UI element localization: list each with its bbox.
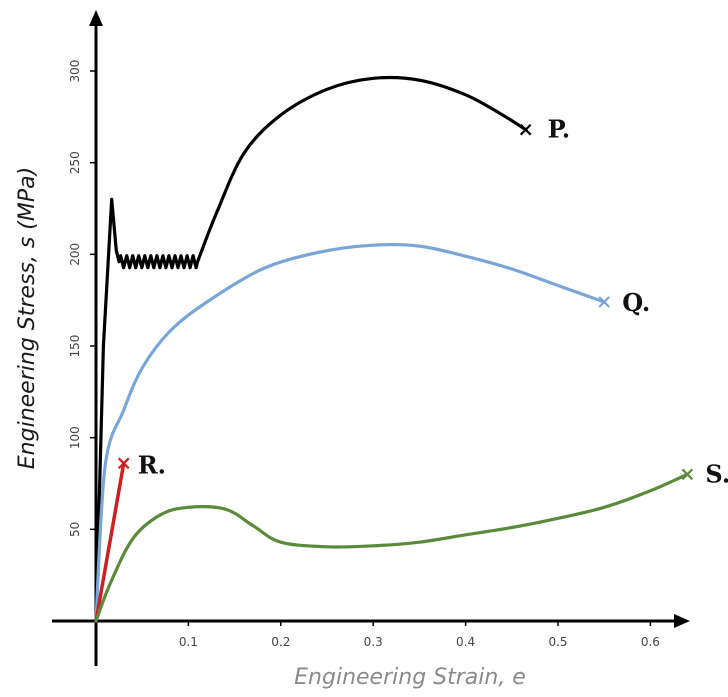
y-tick-label: 100: [68, 426, 82, 449]
x-tick-label: 0.3: [364, 635, 383, 649]
x-tick-label: 0.5: [548, 635, 567, 649]
y-tick-label: 200: [68, 243, 82, 266]
x-axis-arrow: [674, 614, 690, 628]
curve-s-fracture-marker: [681, 468, 694, 481]
curve-r-label: R.: [138, 450, 166, 479]
curve-q-label: Q.: [622, 288, 650, 317]
ticks: 0.1 0.2 0.3 0.4 0.5 0.6 50 100 150 200 250 300: [68, 60, 660, 649]
y-axis-arrow: [89, 10, 103, 26]
curves: [94, 75, 689, 623]
y-tick-label: 250: [68, 151, 82, 174]
x-tick-label: 0.6: [641, 635, 660, 649]
y-tick-label: 150: [68, 335, 82, 358]
curve-labels: P. Q. R. S.: [138, 115, 728, 489]
y-tick-label: 50: [68, 522, 82, 537]
x-tick-label: 0.1: [179, 635, 198, 649]
curve-r-line: [94, 461, 126, 623]
curve-p-line: [94, 75, 528, 623]
curve-r-fracture-marker: [117, 457, 130, 470]
fracture-markers: [117, 123, 694, 481]
axes: [52, 10, 690, 666]
y-tick-label: 300: [68, 60, 82, 83]
curve-q-fracture-marker: [598, 296, 610, 308]
curve-s-label: S.: [705, 459, 728, 488]
x-tick-label: 0.2: [271, 635, 290, 649]
curve-q-line: [94, 242, 606, 623]
x-axis-title: Engineering Strain, e: [294, 665, 526, 690]
curve-p-fracture-marker: [519, 123, 532, 136]
curve-p-label: P.: [548, 115, 570, 144]
y-axis-title: Engineering Stress, s (MPa): [15, 167, 40, 469]
x-tick-label: 0.4: [456, 635, 475, 649]
curve-s-line: [94, 472, 689, 623]
